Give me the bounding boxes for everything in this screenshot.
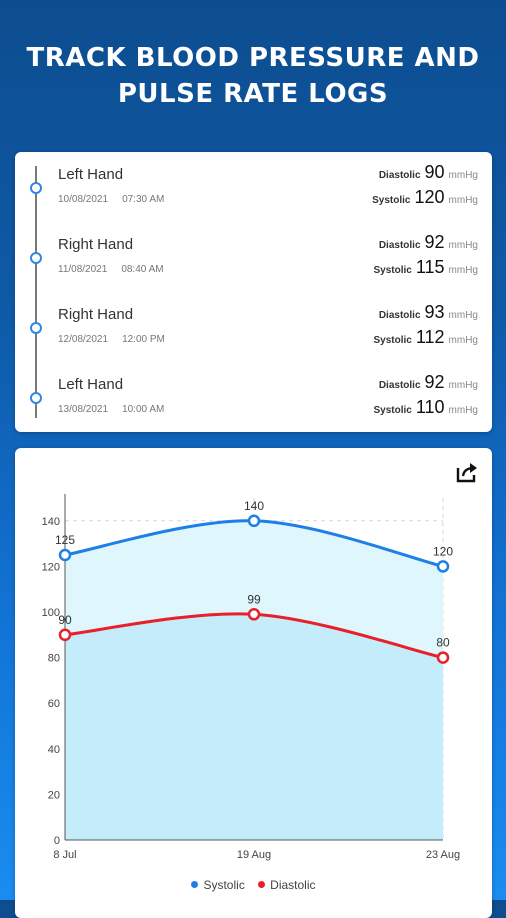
unit-label: mmHg — [448, 335, 478, 346]
diastolic-label: Diastolic — [378, 170, 421, 181]
share-icon[interactable] — [455, 460, 481, 484]
log-date: 13/08/2021 — [58, 404, 109, 415]
y-tick-label: 60 — [48, 698, 60, 710]
headline-line-2: PULSE RATE LOGS — [117, 79, 389, 109]
log-row[interactable]: Left Hand 13/08/2021 10:00 AM Diastolic 92… — [15, 372, 492, 436]
data-point-systolic — [247, 514, 261, 528]
systolic-reading: Systolic 110 mmHg — [373, 397, 478, 418]
legend-item-diastolic[interactable]: Diastolic — [258, 878, 316, 892]
headline: TRACK BLOOD PRESSURE AND PULSE RATE LOGS — [0, 40, 506, 112]
legend-dot-systolic — [191, 881, 199, 888]
systolic-value: 110 — [415, 397, 445, 417]
log-date: 12/08/2021 — [58, 334, 109, 345]
timeline-dot-icon — [30, 182, 42, 194]
unit-label: mmHg — [448, 380, 478, 391]
diastolic-label: Diastolic — [378, 310, 421, 321]
unit-label: mmHg — [448, 170, 478, 181]
legend-label-diastolic: Diastolic — [270, 878, 316, 892]
systolic-value: 120 — [414, 187, 445, 207]
timeline-dot-icon — [30, 322, 42, 334]
chart-legend: Systolic Diastolic — [15, 878, 492, 892]
log-hand: Left Hand — [58, 376, 124, 393]
systolic-reading: Systolic 115 mmHg — [373, 257, 478, 278]
unit-label: mmHg — [448, 405, 478, 416]
data-point-systolic — [436, 560, 450, 573]
diastolic-value: 92 — [424, 372, 445, 392]
log-datetime: 13/08/2021 10:00 AM — [58, 404, 164, 415]
log-time: 12:00 PM — [122, 334, 165, 345]
unit-label: mmHg — [448, 195, 478, 206]
unit-label: mmHg — [448, 265, 478, 276]
timeline-line — [35, 166, 37, 418]
systolic-label: Systolic — [372, 195, 411, 206]
log-datetime: 11/08/2021 08:40 AM — [58, 264, 164, 275]
unit-label: mmHg — [448, 240, 478, 251]
log-datetime: 12/08/2021 12:00 PM — [58, 334, 165, 345]
y-tick-label: 40 — [48, 744, 60, 756]
log-row[interactable]: Left Hand 10/08/2021 07:30 AM Diastolic 90… — [15, 162, 492, 226]
legend-item-systolic[interactable]: Systolic — [191, 878, 245, 892]
area-diastolic — [65, 613, 443, 840]
x-tick-label: 23 Aug — [426, 849, 460, 861]
diastolic-label: Diastolic — [378, 240, 421, 251]
y-tick-label: 100 — [42, 607, 60, 619]
y-tick-label: 20 — [48, 789, 60, 801]
systolic-reading: Systolic 112 mmHg — [373, 327, 478, 348]
bp-chart: 0 20 40 60 80 100 120 140 8 Jul 19 Aug 23 Aug 125 1… — [42, 494, 460, 861]
systolic-label: Systolic — [373, 335, 412, 346]
systolic-label: Systolic — [373, 265, 412, 276]
legend-dot-diastolic — [258, 881, 266, 888]
systolic-value: 112 — [415, 327, 445, 347]
data-label-systolic: 120 — [433, 544, 453, 558]
systolic-label: Systolic — [373, 405, 412, 416]
log-row[interactable]: Right Hand 11/08/2021 08:40 AM Diastolic 9… — [15, 232, 492, 296]
log-hand: Right Hand — [58, 236, 134, 253]
data-label-systolic: 125 — [55, 533, 75, 547]
log-date: 10/08/2021 — [58, 194, 109, 205]
y-tick-label: 140 — [42, 516, 60, 528]
data-point-systolic — [58, 548, 72, 562]
log-hand: Right Hand — [58, 306, 134, 323]
diastolic-label: Diastolic — [378, 380, 421, 391]
data-label-diastolic: 80 — [436, 636, 450, 650]
legend-label-systolic: Systolic — [203, 878, 245, 892]
log-row[interactable]: Right Hand 12/08/2021 12:00 PM Diastolic 9… — [15, 302, 492, 366]
log-time: 08:40 AM — [121, 264, 164, 275]
x-tick-label: 8 Jul — [53, 849, 76, 861]
diastolic-reading: Diastolic 92 mmHg — [379, 232, 478, 253]
diastolic-value: 92 — [424, 232, 445, 252]
timeline-dot-icon — [30, 392, 42, 404]
systolic-reading: Systolic 120 mmHg — [372, 187, 478, 208]
x-tick-label: 19 Aug — [237, 849, 271, 861]
log-time: 07:30 AM — [122, 194, 165, 205]
y-tick-label: 80 — [48, 653, 60, 665]
unit-label: mmHg — [448, 310, 478, 321]
chart-card: 0 20 40 60 80 100 120 140 8 Jul 19 Aug 23 Aug 125 1… — [15, 448, 492, 918]
y-tick-label: 120 — [42, 561, 60, 573]
timeline-dot-icon — [30, 252, 42, 264]
data-label-diastolic: 99 — [247, 592, 261, 606]
data-point-diastolic — [436, 651, 450, 664]
log-hand: Left Hand — [58, 166, 124, 183]
log-datetime: 10/08/2021 07:30 AM — [58, 194, 164, 205]
diastolic-reading: Diastolic 93 mmHg — [379, 302, 478, 323]
data-point-diastolic — [247, 608, 261, 621]
log-date: 11/08/2021 — [58, 264, 108, 275]
headline-line-1: TRACK BLOOD PRESSURE AND — [26, 43, 480, 73]
data-label-diastolic: 90 — [58, 613, 72, 627]
y-tick-label: 0 — [54, 835, 60, 847]
log-list-card: Left Hand 10/08/2021 07:30 AM Diastolic 90… — [15, 152, 492, 432]
diastolic-reading: Diastolic 92 mmHg — [379, 372, 478, 393]
data-point-diastolic — [58, 628, 72, 642]
diastolic-reading: Diastolic 90 mmHg — [379, 162, 478, 183]
systolic-value: 115 — [415, 257, 445, 277]
data-label-systolic: 140 — [244, 499, 264, 513]
diastolic-value: 90 — [424, 162, 445, 182]
diastolic-value: 93 — [424, 302, 445, 322]
log-time: 10:00 AM — [122, 404, 165, 415]
